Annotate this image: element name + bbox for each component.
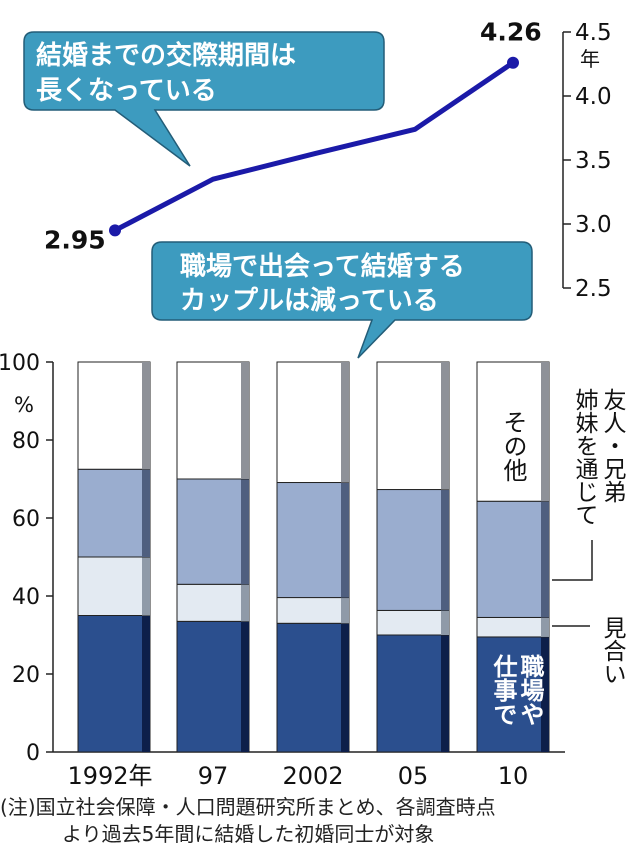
legend-other-label: その他 — [499, 410, 527, 482]
bar-y-unit: % — [14, 393, 34, 417]
bar-segment — [276, 597, 350, 624]
bar-y-tick-label: 100 — [0, 351, 40, 376]
bar-x-tick-label: 97 — [198, 762, 229, 790]
bar-segment — [476, 500, 550, 618]
line-y-unit: 年 — [580, 47, 600, 71]
bar-segment — [77, 468, 151, 558]
line-point-label: 2.95 — [44, 225, 106, 254]
legend-friends-label: 友人・兄弟 — [599, 388, 627, 503]
bar-segment — [276, 482, 350, 599]
bar-segment-shade — [441, 610, 449, 635]
bar-segment — [176, 620, 250, 753]
line-series — [113, 60, 515, 233]
line-callout-bubble — [23, 31, 385, 167]
bar-segment — [376, 634, 450, 753]
line-y-tick-label: 4.0 — [575, 84, 612, 110]
source-note: (注)国立社会保障・人口問題研究所まとめ、各調査時点 より過去5年間に結婚した初… — [0, 794, 630, 848]
bar-segment-shade — [441, 635, 449, 752]
bar-segment-shade — [241, 584, 249, 622]
bar-segment-shade — [541, 501, 549, 618]
bar-segment-shade — [142, 557, 150, 616]
bar-y-tick-label: 0 — [26, 741, 40, 766]
line-callout-text: 結婚までの交際期間は — [36, 40, 296, 71]
line-y-tick-label: 2.5 — [575, 276, 612, 302]
bar-segment-shade — [142, 469, 150, 557]
bar-segment-shade — [441, 362, 449, 490]
bar-y-tick-label: 80 — [12, 429, 40, 454]
bar-segment-shade — [541, 362, 549, 502]
bar-segment-shade — [541, 617, 549, 637]
bar-segment-shade — [241, 479, 249, 585]
source-note-line1: (注)国立社会保障・人口問題研究所まとめ、各調査時点 — [0, 795, 496, 819]
bar-segment-shade — [341, 623, 349, 752]
bar-segment — [176, 361, 250, 480]
bar-x-tick-label: 05 — [398, 762, 429, 790]
bar-segment — [476, 361, 550, 502]
line-callout-text: 長くなっている — [36, 76, 217, 106]
bar-segment — [376, 609, 450, 636]
bar-x-tick-label: 2002 — [282, 762, 343, 790]
bar-segment — [276, 622, 350, 753]
bar-segment — [376, 489, 450, 611]
bar-segment-shade — [142, 362, 150, 470]
bar-callout-text: カップルは減っている — [180, 286, 439, 316]
line-y-tick-label: 4.5 — [575, 20, 612, 46]
bar-segment — [376, 361, 450, 491]
legend-friends-label: 姉妹を通じて — [571, 388, 599, 526]
legend-miai-label: 見合い — [599, 616, 627, 685]
source-note-line2: より過去5年間に結婚した初婚同士が対象 — [62, 822, 435, 846]
bar-segment — [276, 361, 350, 484]
bar-segment-shade — [341, 362, 349, 483]
bar-callout-text: 職場で出会って結婚する — [180, 251, 465, 282]
bar-y-tick-label: 20 — [12, 663, 40, 688]
bar-segment — [176, 583, 250, 622]
bar-segment — [476, 636, 550, 753]
line-point-label: 4.26 — [480, 18, 542, 47]
bar-segment-shade — [241, 362, 249, 479]
bar-segment-shade — [441, 489, 449, 611]
bar-segment — [77, 361, 151, 470]
bar-x-tick-label: 10 — [498, 762, 529, 790]
line-y-tick-label: 3.0 — [575, 212, 612, 238]
dating-period-line-chart: 2.5 3.0 3.5 4.0 4.5年 2.95 4.26 結婚までの交際期間は長くなってい… — [23, 18, 612, 302]
bar-segment-shade — [341, 597, 349, 624]
bar-y-tick-label: 60 — [12, 507, 40, 532]
line-point — [507, 56, 519, 69]
bar-x-tick-label: 1992年 — [67, 762, 152, 790]
legend-work-label: 職場や — [516, 654, 544, 726]
bar-segment — [476, 616, 550, 638]
line-y-tick-label: 3.5 — [575, 148, 612, 174]
bar-segment-shade — [541, 636, 549, 752]
bar-segment-shade — [341, 482, 349, 598]
meeting-place-bar-chart: 0 20 40 60 80 100% 1992年 97 2002 05 10 その他 友人・兄弟姉妹を通… — [0, 241, 627, 790]
line-point — [109, 224, 121, 237]
bar-segment-shade — [241, 621, 249, 752]
bar-segment — [77, 615, 151, 753]
bar-y-tick-label: 40 — [12, 585, 40, 610]
legend-work-label: 仕事で — [489, 653, 518, 726]
bar-segment — [77, 556, 151, 616]
legend-friends-leader — [552, 540, 593, 581]
bar-segment — [176, 478, 250, 585]
bar-segment-shade — [142, 615, 150, 752]
bar-callout-bubble — [151, 241, 533, 359]
